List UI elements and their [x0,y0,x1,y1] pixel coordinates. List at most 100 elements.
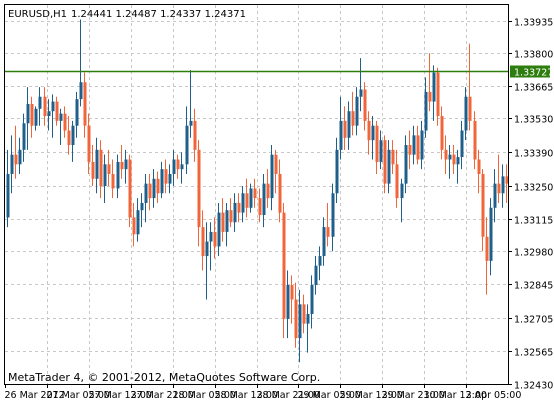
candle [428,53,432,112]
candle-body [34,108,38,126]
candle-body [164,169,168,184]
candle [193,108,197,162]
candle-body [367,120,371,141]
candle-body [38,96,42,109]
candle [6,149,10,228]
y-tick-label: 1.32980 [514,248,553,259]
candle-body [111,173,115,189]
candle [99,140,103,199]
candle [501,164,505,208]
candle [22,113,26,162]
candle-body [168,173,172,184]
x-tick-label: 30 Mar 13:00 [424,390,487,401]
x-tick-label: 29 Mar 21:00 [382,390,445,401]
price-tag: 1.33727 [510,65,553,79]
candle-body [436,72,440,117]
candle-body [395,164,399,199]
candle [444,135,448,174]
candle-body [59,113,63,121]
candle [91,145,95,187]
candle [339,96,343,160]
candle [144,173,148,223]
candle [367,111,371,155]
candle-body [420,130,424,160]
candle [87,113,91,174]
candle-body [306,313,310,324]
candle-body [351,111,355,126]
candle-body [63,113,67,131]
candle [221,198,225,242]
candle-body [282,212,286,319]
candle-body [148,183,152,199]
candle [298,289,302,363]
candle-body [505,176,509,184]
candle [107,149,111,187]
candle [258,188,262,223]
candle [148,173,152,211]
candle [79,19,83,107]
candle-body [237,202,241,213]
candle [359,58,363,112]
candle [124,149,128,184]
candle-body [30,103,34,126]
x-tick-label: 28 Mar 05:00 [173,390,236,401]
candle-body [160,169,164,194]
candle-body [128,159,132,218]
candle [460,120,464,170]
candle [363,82,367,131]
candle-body [314,265,318,286]
candle [205,222,209,300]
x-tick-label: 26 Mar 2012 [5,390,65,401]
candle-body [47,111,51,117]
candle-body [347,111,351,138]
candle-body [266,183,270,199]
candle [322,217,326,266]
candle-body [75,99,79,126]
y-tick-label: 1.32705 [514,315,553,326]
candle-body [217,212,221,247]
candles [6,19,509,363]
candle-body [253,188,257,199]
candle [270,145,274,211]
candle-body [326,227,330,237]
price-axis: 1.33935 1.33800 1.33665 1.33530 1.33390 1.332… [508,18,553,392]
candle [136,198,140,242]
candle [38,87,42,126]
x-tick-label: 29 Mar 05:00 [298,390,361,401]
candle-body [322,227,326,257]
candle [128,154,132,228]
candle [140,193,144,228]
candle-body [383,140,387,184]
candle-body [339,120,343,150]
candle [420,120,424,170]
x-tick-label: 28 Mar 13:00 [215,390,278,401]
candle-body [318,256,322,266]
candle-body [6,173,10,218]
y-tick-label: 1.33665 [514,83,553,94]
candle [180,152,184,184]
candle-body [501,176,505,194]
candle [253,178,257,208]
candle-body [371,125,375,141]
candle [436,67,440,126]
candle [408,130,412,170]
candle-body [18,149,22,165]
candle [383,135,387,194]
candle-body [343,120,347,138]
candle [111,159,115,199]
candle-body [180,164,184,170]
candle-body [185,125,189,165]
candle-body [464,96,468,131]
candle-body [241,193,245,213]
candle [262,173,266,228]
candle [387,140,391,194]
candle [201,210,205,271]
candle-body [83,82,87,126]
candle-body [197,149,201,228]
candle-body [335,149,339,194]
candle [375,120,379,174]
candle-body [87,125,91,162]
candle-body [408,145,412,155]
